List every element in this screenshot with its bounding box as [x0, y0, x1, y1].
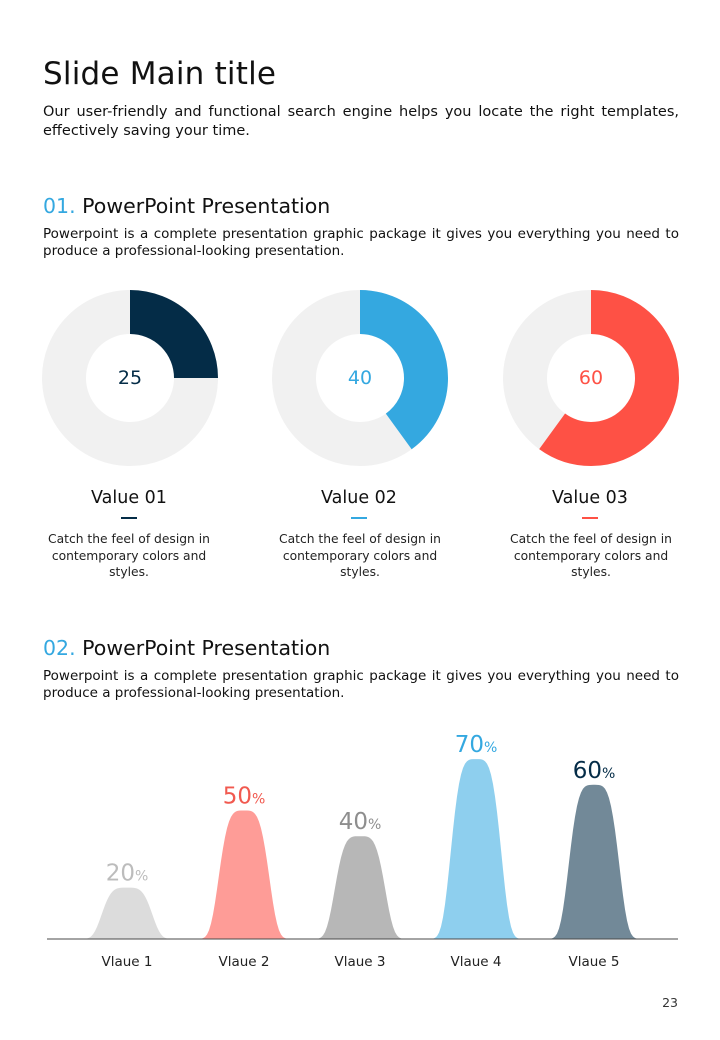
bell-curve-5 [47, 784, 678, 939]
data-label-3: 40% [339, 809, 382, 835]
donut-chart-1 [42, 290, 218, 466]
value-03-description: Catch the feel of design in contemporary… [510, 532, 672, 579]
data-label-unit: % [135, 869, 148, 885]
donut-chart-3 [503, 290, 679, 466]
value-03-label: Value 03 [552, 488, 628, 508]
data-label-unit: % [368, 817, 381, 833]
section-2-body: Powerpoint is a complete presentation gr… [43, 668, 679, 701]
donut-arc-value-01 [42, 290, 218, 466]
donut-1-value: 25 [117, 367, 143, 389]
page-title: Slide Main title [43, 56, 277, 92]
donut-card-1: 25 [40, 288, 220, 468]
section-2-heading: 02. PowerPoint Presentation [43, 636, 330, 660]
data-label-unit: % [484, 740, 497, 756]
donut-card-2: 40 [270, 288, 450, 468]
value-01-description: Catch the feel of design in contemporary… [48, 532, 210, 579]
section-1-number: 01. [43, 194, 76, 218]
category-label-3: Vlaue 3 [334, 954, 385, 970]
section-1-title: PowerPoint Presentation [82, 194, 331, 218]
value-02-underline [351, 517, 367, 519]
intro-text: Our user-friendly and functional search … [43, 104, 679, 139]
bell-curve-3 [47, 836, 678, 939]
value-01-underline [121, 517, 137, 519]
donut-chart-2 [272, 290, 448, 466]
donut-arc-value-03 [503, 290, 679, 466]
category-label-2: Vlaue 2 [218, 954, 269, 970]
page-number: 23 [662, 995, 678, 1010]
data-label-1: 20% [106, 861, 149, 887]
donut-2-value: 40 [347, 367, 373, 389]
bell-curve-1 [47, 887, 678, 939]
data-label-unit: % [602, 766, 615, 782]
data-label-5: 60% [573, 758, 616, 784]
section-2-title: PowerPoint Presentation [82, 636, 331, 660]
value-01-label: Value 01 [91, 488, 167, 508]
value-03-underline [582, 517, 598, 519]
data-label-2: 50% [223, 784, 266, 810]
category-label-5: Vlaue 5 [568, 954, 619, 970]
section-2-number: 02. [43, 636, 76, 660]
donut-card-3: 60 [501, 288, 681, 468]
donut-3-value: 60 [578, 367, 604, 389]
section-1-body: Powerpoint is a complete presentation gr… [43, 226, 679, 259]
data-label-unit: % [252, 792, 265, 808]
donut-arc-value-02 [272, 290, 448, 466]
category-label-1: Vlaue 1 [101, 954, 152, 970]
category-label-4: Vlaue 4 [450, 954, 501, 970]
section-1-heading: 01. PowerPoint Presentation [43, 194, 330, 218]
value-02-label: Value 02 [321, 488, 397, 508]
value-02-description: Catch the feel of design in contemporary… [279, 532, 441, 579]
bell-curve-chart: 20% Vlaue 1 50% Vlaue 2 40% Vlaue 3 70% Vlaue 4… [47, 732, 678, 970]
data-label-4: 70% [455, 732, 498, 758]
